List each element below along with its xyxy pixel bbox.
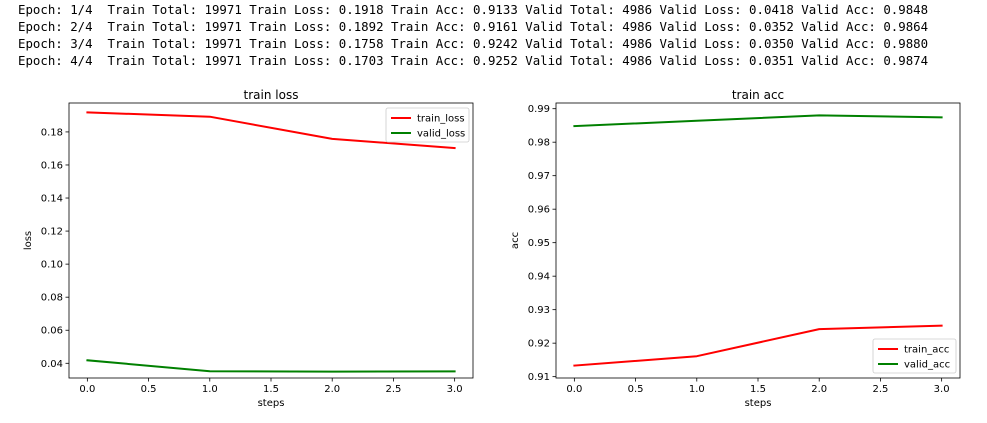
- loss-legend-label-train_loss: train_loss: [417, 114, 465, 125]
- loss-y-tick-label: 0.16: [41, 160, 63, 171]
- acc-chart: train acc 0.0 0.5 1.0 1.5 2.0 2.5 3.0 0.91 0.92 0.…: [510, 88, 961, 409]
- loss-series-line-valid_loss: [86, 359, 456, 373]
- loss-y-tick-label: 0.12: [41, 227, 63, 238]
- acc-series-line-valid_acc: [573, 114, 943, 128]
- log-line-epoch-4: Epoch: 4/4 Train Total: 19971 Train Loss…: [18, 53, 929, 68]
- acc-legend: train_acc valid_acc: [872, 338, 957, 374]
- acc-y-tick-label: 0.92: [528, 339, 550, 350]
- acc-plot-frame: [555, 102, 961, 379]
- acc-x-tick-label: 1.0: [689, 384, 705, 395]
- loss-x-axis-label: steps: [258, 398, 285, 409]
- acc-y-tick-label: 0.99: [528, 104, 550, 115]
- acc-y-tick-label: 0.93: [528, 305, 550, 316]
- acc-legend-label-valid_acc: valid_acc: [904, 360, 950, 371]
- log-line-epoch-3: Epoch: 3/4 Train Total: 19971 Train Loss…: [18, 36, 929, 51]
- acc-y-tick-label: 0.97: [528, 171, 550, 182]
- acc-x-tick-label: 0.5: [628, 384, 644, 395]
- acc-series-line-train_acc: [573, 324, 943, 367]
- loss-legend: train_loss valid_loss: [385, 107, 470, 143]
- loss-y-tick-label: 0.06: [41, 326, 63, 337]
- loss-x-tick-label: 1.5: [263, 384, 279, 395]
- loss-x-tick-label: 0.0: [79, 384, 95, 395]
- loss-chart: train loss 0.0 0.5 1.0 1.5 2.0 2.5 3.0 0.04 0.06 0…: [23, 88, 474, 409]
- log-line-epoch-2: Epoch: 2/4 Train Total: 19971 Train Loss…: [18, 19, 929, 34]
- acc-y-tick-label: 0.96: [528, 205, 550, 216]
- acc-chart-title: train acc: [732, 88, 784, 102]
- acc-y-axis-label: acc: [510, 232, 521, 249]
- acc-y-tick-label: 0.91: [528, 372, 550, 383]
- loss-y-tick-label: 0.18: [41, 127, 63, 138]
- acc-y-tick-label: 0.94: [528, 272, 550, 283]
- loss-legend-label-valid_loss: valid_loss: [417, 129, 465, 140]
- loss-chart-title: train loss: [244, 88, 299, 102]
- loss-y-tick-label: 0.08: [41, 293, 63, 304]
- loss-y-axis-label: loss: [23, 231, 34, 250]
- log-line-epoch-1: Epoch: 1/4 Train Total: 19971 Train Loss…: [18, 2, 929, 17]
- loss-x-tick-label: 2.0: [324, 384, 340, 395]
- acc-x-tick-label: 2.5: [872, 384, 888, 395]
- acc-y-tick-label: 0.98: [528, 138, 550, 149]
- acc-x-tick-label: 1.5: [750, 384, 766, 395]
- acc-x-axis-label: steps: [745, 398, 772, 409]
- acc-y-tick-label: 0.95: [528, 238, 550, 249]
- loss-x-tick-label: 0.5: [141, 384, 157, 395]
- loss-y-tick-label: 0.14: [41, 194, 63, 205]
- acc-legend-label-train_acc: train_acc: [904, 345, 949, 356]
- loss-y-tick-label: 0.04: [41, 359, 63, 370]
- loss-series-line-train_loss: [86, 111, 456, 150]
- acc-x-tick-label: 0.0: [566, 384, 582, 395]
- acc-x-tick-label: 3.0: [934, 384, 950, 395]
- loss-x-tick-label: 3.0: [447, 384, 463, 395]
- training-log: Epoch: 1/4 Train Total: 19971 Train Loss…: [18, 1, 928, 69]
- acc-x-tick-label: 2.0: [811, 384, 827, 395]
- loss-y-tick-label: 0.10: [41, 260, 63, 271]
- loss-x-tick-label: 2.5: [385, 384, 401, 395]
- loss-x-tick-label: 1.0: [202, 384, 218, 395]
